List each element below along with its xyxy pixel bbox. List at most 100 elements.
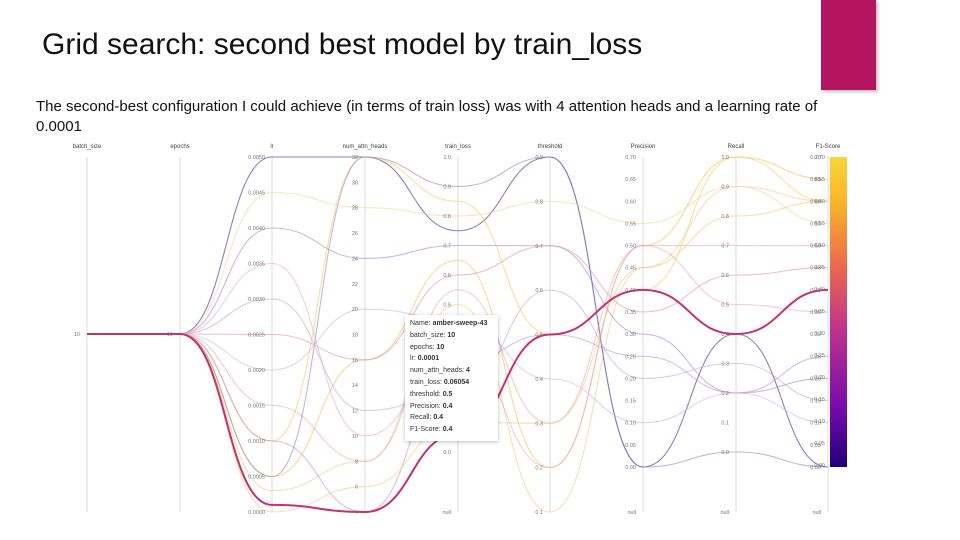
colorbar-tick-label: 0.20 xyxy=(814,375,825,381)
axis-label-threshold: threshold xyxy=(538,144,563,150)
axis-tick-label: 0.0 xyxy=(443,450,451,456)
axis-tick-label: 0.05 xyxy=(625,443,636,449)
tooltip-heads: num_attn_heads: 4 xyxy=(410,367,470,375)
axis-tick-label: 0.40 xyxy=(625,288,636,294)
axis-tick-label: 0.70 xyxy=(810,155,821,161)
run-line[interactable] xyxy=(87,185,829,335)
axis-tick-label: 0.4 xyxy=(721,332,729,338)
axis-tick-label: 0.15 xyxy=(625,399,636,405)
axis-tick-label: 0.5 xyxy=(535,333,543,339)
colorbar-tick-label: 0.55 xyxy=(814,221,825,227)
run-line[interactable] xyxy=(87,156,829,478)
axis-tick-label: 4 xyxy=(355,510,358,516)
axis-tick-label: 8 xyxy=(355,459,358,465)
axis-tick-label: 0.10 xyxy=(625,421,636,427)
axis-tick-label: 6 xyxy=(355,485,358,491)
tooltip-loss-value: 0.06054 xyxy=(443,378,470,386)
axis-tick-label: 0.60 xyxy=(625,199,636,205)
axis-tick-label: 10 xyxy=(167,332,173,338)
tooltip-epochs-value: 10 xyxy=(436,343,445,351)
colorbar-tick-label: 0.30 xyxy=(814,331,825,337)
axis-tick-label: 26 xyxy=(352,231,358,237)
colorbar-tick-label: 0.65 xyxy=(814,177,825,183)
axis-tick-label: 0.0030 xyxy=(248,297,265,303)
axis-label-train_loss: train_loss xyxy=(445,144,471,150)
axis-tick-label: 0.0015 xyxy=(248,404,265,410)
axis-tick-label: 0.35 xyxy=(810,310,821,316)
colorbar-tick-label: 0.40 xyxy=(814,287,825,293)
axis-tick-label: 0.00 xyxy=(810,465,821,471)
axis-tick-label: 32 xyxy=(352,155,358,161)
axis-tick-label: 0.00 xyxy=(625,465,636,471)
tooltip-recall: Recall: 0.4 xyxy=(410,414,444,422)
axis-tick-label: 0.0005 xyxy=(248,475,265,481)
axis-tick-label: 0.05 xyxy=(810,443,821,449)
slide-subtitle: The second-best configuration I could ac… xyxy=(36,98,818,135)
axis-tick-label: 0.40 xyxy=(810,288,821,294)
axis-tick-label: 0.6 xyxy=(443,273,451,279)
colorbar-tick-label: 0.10 xyxy=(814,419,825,425)
axis-tick-label: 10 xyxy=(74,332,80,338)
axis-tick-label: 0.45 xyxy=(810,266,821,272)
axis-tick-label: 0.60 xyxy=(810,199,821,205)
tooltip-lr: lr: 0.0001 xyxy=(410,355,440,363)
axis-tick-label: 12 xyxy=(352,409,358,415)
axis-tick-label: 0.15 xyxy=(810,399,821,405)
tooltip-heads-value: 4 xyxy=(466,367,470,375)
axis-tick-label: 0.6 xyxy=(721,273,729,279)
colorbar-tick-label: 0.25 xyxy=(814,353,825,359)
axis-tick-label: 0.50 xyxy=(810,244,821,250)
tooltip-batch-value: 10 xyxy=(447,331,456,339)
tooltip-precision-value: 0.4 xyxy=(442,402,453,410)
tooltip-precision: Precision: 0.4 xyxy=(410,402,453,410)
axis-tick-label: 0.0020 xyxy=(248,368,265,374)
axis-label-lr: lr xyxy=(270,144,273,150)
axis-tick-label: 0.8 xyxy=(535,199,543,205)
axis-tick-label: 24 xyxy=(352,256,358,262)
axis-tick-label: 0.0 xyxy=(721,450,729,456)
tooltip-threshold: threshold: 0.5 xyxy=(410,390,453,398)
axis-label-num_attn_heads: num_attn_heads xyxy=(343,144,388,150)
run-line[interactable] xyxy=(87,156,829,468)
axis-tick-label: 0.3 xyxy=(535,421,543,427)
axis-tick-label: 0.20 xyxy=(625,376,636,382)
tooltip-loss: train_loss: 0.06054 xyxy=(410,378,470,386)
run-line[interactable] xyxy=(87,227,829,394)
axis-tick-label: 0.0000 xyxy=(248,510,265,516)
axis-tick-label: 0.35 xyxy=(625,310,636,316)
axis-tick-label: 0.20 xyxy=(810,376,821,382)
tooltip-lr-value: 0.0001 xyxy=(417,355,440,363)
axis-tick-label: 0.9 xyxy=(535,155,543,161)
axis-tick-label: 1.0 xyxy=(443,155,451,161)
axis-tick-label: 0.1 xyxy=(721,421,729,427)
axis-tick-label: 0.70 xyxy=(625,155,636,161)
run-line[interactable] xyxy=(87,244,829,462)
colorbar-tick-label: 0.45 xyxy=(814,265,825,271)
axis-tick-label: 16 xyxy=(352,358,358,364)
colorbar-tick-label: 0.00 xyxy=(814,463,825,469)
colorbar-tick-label: 0.70 xyxy=(814,155,825,161)
axis-tick-label: 0.2 xyxy=(721,391,729,397)
axis-tick-label: 0.7 xyxy=(443,244,451,250)
axis-tick-label: 0.1 xyxy=(535,510,543,516)
accent-block xyxy=(821,0,876,90)
colorbar xyxy=(830,157,847,467)
axis-tick-label: null xyxy=(442,510,451,516)
axis-tick-label: 0.0045 xyxy=(248,191,265,197)
run-line[interactable] xyxy=(87,245,829,361)
axis-tick-label: 22 xyxy=(352,282,358,288)
axis-tick-label: 0.6 xyxy=(535,288,543,294)
axis-tick-label: 1.0 xyxy=(721,155,729,161)
tooltip-f1-value: 0.4 xyxy=(442,426,453,434)
axis-tick-label: 0.50 xyxy=(625,244,636,250)
tooltip-name: Name: amber-sweep-43 xyxy=(410,320,488,327)
axis-tick-label: 0.65 xyxy=(625,177,636,183)
axis-tick-label: 0.0025 xyxy=(248,333,265,339)
axis-tick-label: 0.30 xyxy=(625,332,636,338)
colorbar-tick-label: 0.35 xyxy=(814,309,825,315)
axis-tick-label: 30 xyxy=(352,180,358,186)
axis-tick-label: 28 xyxy=(352,206,358,212)
axis-tick-label: 0.3 xyxy=(721,362,729,368)
axis-label-batch_size: batch_size xyxy=(73,144,102,150)
